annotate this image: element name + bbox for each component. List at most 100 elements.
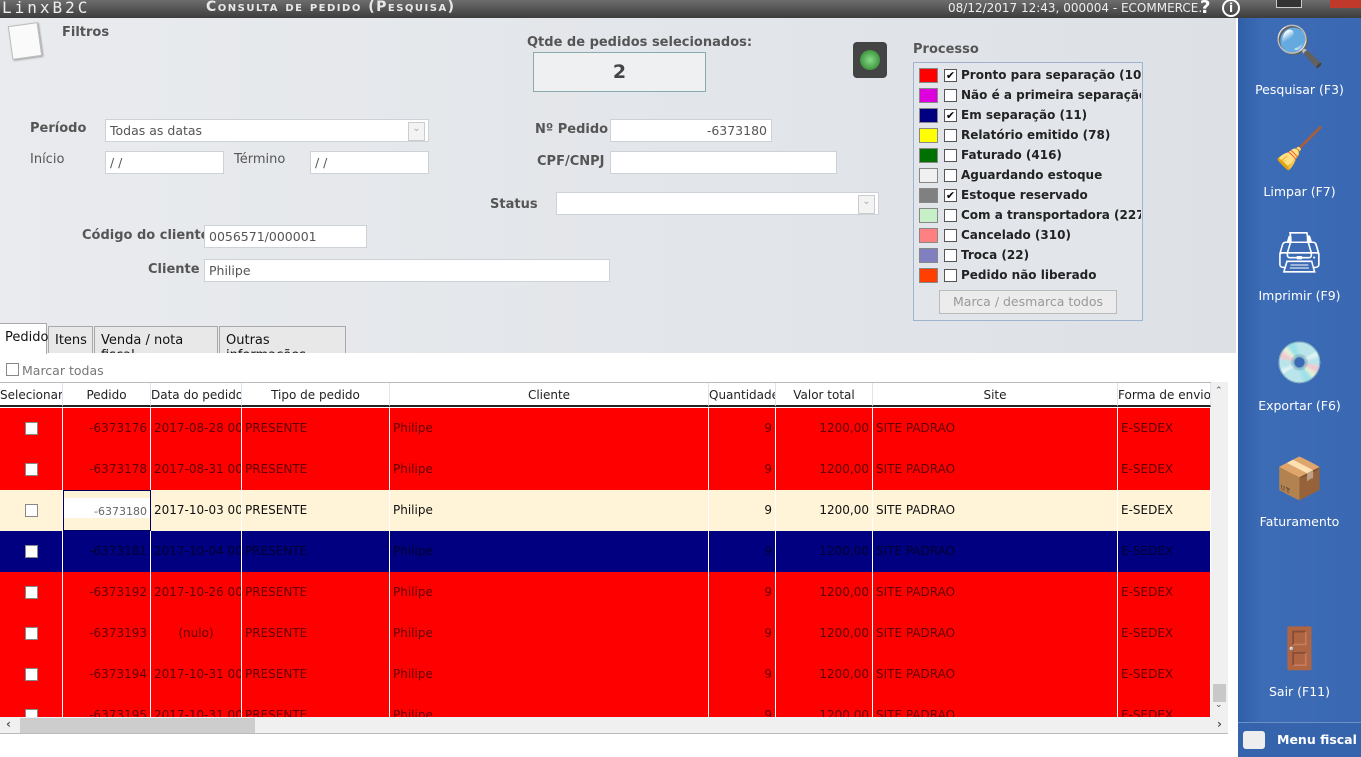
select-checkbox[interactable] <box>24 709 38 717</box>
fiscal-printer-icon <box>1243 731 1265 749</box>
codigo-cliente-input[interactable]: 0056571/000001 <box>204 225 367 248</box>
processo-checkbox[interactable] <box>944 128 957 142</box>
horizontal-scroll-thumb[interactable] <box>20 718 255 733</box>
select-checkbox[interactable] <box>24 668 38 681</box>
column-header[interactable]: Data do pedido <box>151 383 242 407</box>
table-row[interactable] <box>0 695 1211 717</box>
cliente-cell: Philipe <box>390 572 709 613</box>
processo-item[interactable]: Troca (22) <box>919 246 1141 264</box>
select-checkbox[interactable] <box>24 422 38 435</box>
site-cell: SITE PADRAO <box>873 408 1118 449</box>
processo-item[interactable]: ✔ Em separação (11) <box>919 106 1141 124</box>
exportar-label: Exportar (F6) <box>1258 398 1341 413</box>
processo-item[interactable]: Aguardando estoque <box>919 166 1141 184</box>
mark-all-checkbox[interactable] <box>6 363 19 376</box>
select-checkbox[interactable] <box>24 504 38 517</box>
vertical-scrollbar[interactable]: ⌃ ⌄ <box>1211 382 1228 717</box>
table-row[interactable] <box>0 613 1211 654</box>
processo-label: Em separação (11) <box>961 108 1088 122</box>
processo-checkbox[interactable]: ✔ <box>944 108 957 122</box>
horizontal-scrollbar[interactable]: ‹ › <box>0 717 1228 734</box>
cpf-input[interactable] <box>610 151 837 174</box>
site-cell: SITE PADRAO <box>873 572 1118 613</box>
info-icon[interactable]: i <box>1222 0 1240 17</box>
select-checkbox[interactable] <box>24 627 38 640</box>
site-cell: SITE PADRAO <box>873 490 1118 531</box>
processo-checkbox[interactable] <box>944 268 957 282</box>
table-row[interactable] <box>0 408 1211 449</box>
pedido-input[interactable]: -6373180 <box>610 119 772 142</box>
processo-item[interactable]: Cancelado (310) <box>919 226 1141 244</box>
minimize-button[interactable] <box>1276 0 1302 8</box>
processo-checkbox[interactable] <box>944 88 957 102</box>
orders-table: Selecionar Pedido Data do pedido Tipo de pe… <box>0 382 1211 717</box>
pesquisar-button[interactable]: 🔍 Pesquisar (F3) <box>1238 22 1361 97</box>
processo-checkbox[interactable] <box>944 148 957 162</box>
select-checkbox[interactable] <box>24 463 38 476</box>
termino-label: Término <box>234 152 286 167</box>
table-row[interactable] <box>0 572 1211 613</box>
help-icon[interactable]: ? <box>1200 0 1211 18</box>
inicio-input[interactable]: / / <box>105 151 224 174</box>
cliente-input[interactable]: Philipe <box>204 259 610 282</box>
imprimir-button[interactable]: 🖨 Imprimir (F9) <box>1238 228 1361 303</box>
processo-checkbox[interactable] <box>944 208 957 222</box>
processo-item[interactable]: ✔ Pronto para separação (104) <box>919 66 1141 84</box>
faturamento-button[interactable]: 📦 Faturamento <box>1238 454 1361 529</box>
processo-label: Relatório emitido (78) <box>961 128 1111 142</box>
tab-pedido[interactable]: Pedido <box>0 323 48 354</box>
toggle-all-button[interactable]: Marca / desmarca todos <box>939 290 1117 314</box>
close-button[interactable] <box>1330 0 1361 8</box>
column-header[interactable]: Pedido <box>63 383 151 407</box>
periodo-select[interactable]: Todas as datas <box>105 119 429 142</box>
tipo-cell: PRESENTE <box>242 408 390 449</box>
select-checkbox[interactable] <box>24 586 38 599</box>
sair-button[interactable]: 🚪 Sair (F11) <box>1238 624 1361 699</box>
cliente-cell: Philipe <box>390 408 709 449</box>
tab-itens[interactable]: Itens <box>48 326 93 353</box>
select-checkbox[interactable] <box>24 545 38 558</box>
table-row[interactable] <box>0 449 1211 490</box>
color-swatch <box>919 107 938 123</box>
processo-checkbox[interactable]: ✔ <box>944 188 957 202</box>
qtd-cell: 9 <box>709 449 776 490</box>
qtd-cell: 9 <box>709 572 776 613</box>
qtd-cell: 9 <box>709 408 776 449</box>
processo-checkbox[interactable]: ✔ <box>944 68 957 82</box>
status-select[interactable] <box>556 192 879 215</box>
tab-venda-nota-fiscal[interactable]: Venda / nota fiscal <box>94 326 218 363</box>
pedido-cell: -6373195 <box>63 695 151 717</box>
processo-item[interactable]: Não é a primeira separação (90 <box>919 86 1141 104</box>
column-header[interactable]: Forma de envio <box>1118 383 1211 407</box>
processo-checkbox[interactable] <box>944 168 957 182</box>
cliente-label: Cliente <box>148 262 200 277</box>
column-header[interactable]: Cliente <box>390 383 709 407</box>
processo-label: Pedido não liberado <box>961 268 1097 282</box>
table-row[interactable] <box>0 654 1211 695</box>
menu-fiscal-button[interactable]: Menu fiscal <box>1238 722 1361 757</box>
pedido-cell[interactable]: -6373180 <box>63 490 151 531</box>
processo-item[interactable]: Faturado (416) <box>919 146 1141 164</box>
tab-outras-informa-es[interactable]: Outras informações <box>219 326 346 363</box>
processo-item[interactable]: ✔ Estoque reservado <box>919 186 1141 204</box>
termino-input[interactable]: / / <box>310 151 429 174</box>
valor-cell: 1200,00 <box>776 613 873 654</box>
envio-cell: E-SEDEX <box>1118 449 1211 490</box>
processo-item[interactable]: Pedido não liberado <box>919 266 1141 284</box>
column-header[interactable]: Valor total <box>776 383 873 407</box>
processo-checkbox[interactable] <box>944 228 957 242</box>
processo-item[interactable]: Relatório emitido (78) <box>919 126 1141 144</box>
inicio-label: Início <box>30 152 65 167</box>
table-row[interactable] <box>0 531 1211 572</box>
processo-checkbox[interactable] <box>944 248 957 262</box>
status-label: Status <box>490 197 538 212</box>
column-header[interactable]: Tipo de pedido <box>242 383 390 407</box>
limpar-button[interactable]: 🧹 Limpar (F7) <box>1238 124 1361 199</box>
processo-item[interactable]: Com a transportadora (2277) <box>919 206 1141 224</box>
column-header[interactable]: Quantidade <box>709 383 776 407</box>
column-header[interactable]: Site <box>873 383 1118 407</box>
column-header[interactable]: Selecionar <box>0 383 63 407</box>
table-row[interactable] <box>0 490 1211 531</box>
exportar-button[interactable]: 💿 Exportar (F6) <box>1238 338 1361 413</box>
vertical-scroll-thumb[interactable] <box>1213 684 1226 702</box>
